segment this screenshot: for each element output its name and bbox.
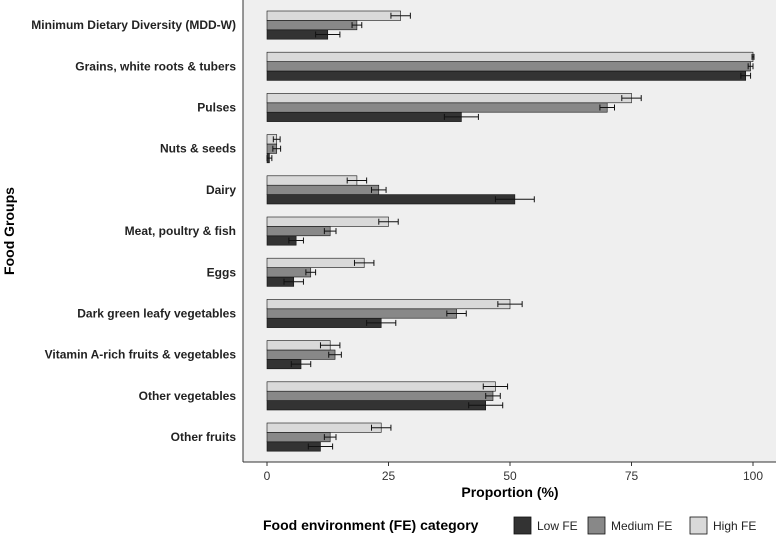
category-label: Other fruits: [171, 430, 237, 444]
legend-label: Low FE: [537, 519, 578, 533]
error-bar: [346, 177, 368, 184]
error-bar: [390, 12, 411, 19]
error-bar: [288, 237, 304, 244]
bar: [266, 111, 462, 122]
legend-items: Low FE Medium FE High FE: [513, 516, 756, 535]
category-label: Dairy: [206, 183, 236, 197]
bar: [266, 432, 331, 443]
error-bar: [328, 351, 342, 358]
error-bar: [747, 63, 754, 70]
error-bar: [283, 278, 304, 285]
bar: [266, 422, 382, 433]
category-label: Dark green leafy vegetables: [77, 307, 236, 321]
error-bar: [272, 136, 281, 143]
error-bar: [290, 361, 312, 368]
legend-swatch: [689, 516, 708, 535]
error-bar: [319, 342, 341, 349]
error-bar: [370, 424, 392, 431]
bar: [266, 267, 312, 278]
legend-title: Food environment (FE) category: [263, 517, 479, 533]
category-label: Pulses: [197, 101, 236, 115]
bar: [266, 349, 336, 360]
error-bar: [378, 218, 399, 225]
category-label: Meat, poultry & fish: [125, 224, 236, 238]
category-labels: Minimum Dietary Diversity (MDD-W) Grains,…: [31, 18, 236, 444]
error-bar: [740, 72, 752, 79]
bar: [266, 51, 754, 62]
bar: [266, 93, 632, 104]
bar: [266, 226, 331, 237]
category-label: Nuts & seeds: [160, 142, 236, 156]
bar: [266, 317, 382, 328]
category-label: Vitamin A-rich fruits & vegetables: [45, 348, 237, 362]
error-bar: [305, 269, 317, 276]
error-bar: [482, 383, 509, 390]
category-label: Eggs: [207, 265, 237, 279]
error-bar: [468, 402, 504, 409]
x-tick-label: 25: [382, 469, 396, 483]
error-bar: [351, 22, 363, 29]
bar: [266, 390, 494, 401]
error-bar: [370, 186, 387, 193]
legend-swatch: [587, 516, 606, 535]
bar: [266, 257, 365, 268]
legend-swatch: [513, 516, 532, 535]
legend-label: High FE: [713, 519, 756, 533]
bar: [266, 20, 358, 31]
error-bar: [323, 434, 337, 441]
x-axis-title: Proportion (%): [461, 484, 558, 500]
legend-label: Medium FE: [611, 519, 672, 533]
error-bar: [485, 392, 501, 399]
bar: [266, 70, 747, 81]
x-tick-label: 0: [264, 469, 271, 483]
bar: [266, 184, 380, 195]
x-tick-label: 50: [503, 469, 517, 483]
bar: [266, 10, 401, 21]
bar: [266, 175, 358, 186]
error-bar: [266, 155, 273, 162]
category-label: Other vegetables: [139, 389, 237, 403]
bar: [266, 308, 457, 319]
legend: Food environment (FE) category Low FE Med…: [263, 516, 756, 535]
error-bar: [272, 145, 282, 152]
error-bar: [307, 443, 334, 450]
bar: [266, 216, 389, 227]
error-bar: [353, 259, 375, 266]
error-bar: [323, 228, 337, 235]
error-bar: [751, 53, 755, 60]
error-bar: [446, 310, 467, 317]
error-bar: [494, 196, 535, 203]
bar: [266, 102, 608, 113]
error-bar: [443, 113, 479, 120]
bar: [266, 400, 486, 411]
error-bar: [621, 95, 642, 102]
error-bar: [366, 319, 397, 326]
bar: [266, 61, 751, 72]
bars-group: [266, 10, 755, 452]
error-bar: [315, 31, 341, 38]
category-label: Minimum Dietary Diversity (MDD-W): [31, 18, 236, 32]
x-tick-label: 100: [743, 469, 763, 483]
category-label: Grains, white roots & tubers: [75, 59, 236, 73]
bar: [266, 194, 516, 205]
x-ticks: 0 25 50 75 100: [264, 462, 763, 483]
error-bar: [599, 104, 615, 111]
bar: [266, 381, 496, 392]
error-bar: [497, 301, 523, 308]
y-axis-title: Food Groups: [1, 187, 17, 275]
x-tick-label: 75: [625, 469, 639, 483]
bar: [266, 299, 511, 310]
